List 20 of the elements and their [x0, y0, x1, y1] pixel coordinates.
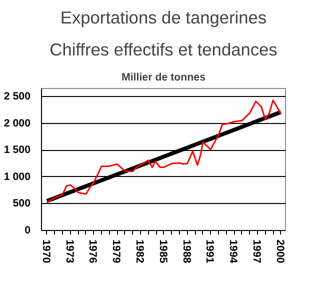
y-tick-label: 0 [24, 224, 31, 236]
y-tick-label: 500 [12, 198, 31, 210]
x-tick-label: 1979 [110, 240, 122, 264]
y-tick-label: 2 000 [4, 117, 31, 130]
x-tick-label: 1985 [156, 240, 169, 264]
x-tick-label: 2000 [274, 240, 286, 264]
y-axis-title: Millier de tonnes [121, 72, 206, 84]
x-tick-label: 1997 [250, 240, 262, 264]
x-tick-label: 1973 [63, 240, 76, 264]
x-tick-label: 1988 [180, 240, 192, 264]
chart-title: Exportations de tangerines [60, 8, 267, 28]
x-tick-label: 1994 [227, 240, 240, 264]
x-tick-label: 1991 [204, 240, 216, 264]
chart-subtitle: Chiffres effectifs et tendances [50, 40, 278, 60]
y-tick-label: 2 500 [4, 90, 31, 103]
x-tick-label: 1982 [134, 240, 146, 264]
y-tick-label: 1 500 [4, 144, 31, 156]
x-tick-label: 1976 [86, 240, 99, 264]
y-tick-label: 1 000 [4, 170, 31, 183]
x-tick-label: 1970 [40, 240, 52, 264]
